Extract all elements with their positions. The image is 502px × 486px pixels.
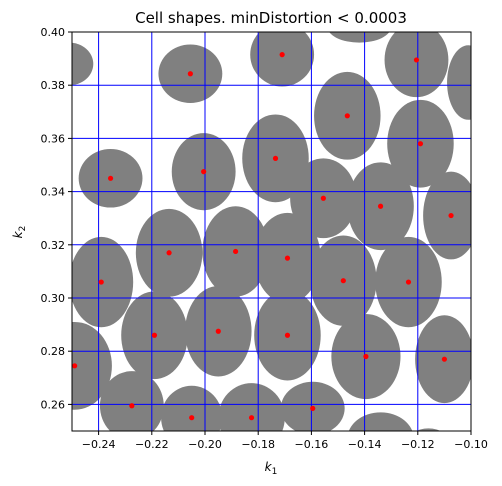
cell-center-point-23 (363, 353, 369, 360)
y-tick-label-7: 0.40 (41, 26, 66, 39)
cell-center-point-27 (189, 415, 195, 421)
cell-shape-2 (250, 32, 315, 87)
cell-center-point-7 (201, 169, 207, 175)
cell-center-point-25 (72, 363, 78, 369)
cell-shape-25 (72, 321, 112, 410)
plot-frame (71, 31, 472, 432)
x-axis-label: k1 (265, 460, 278, 477)
cell-center-point-8 (272, 155, 279, 161)
cell-center-point-18 (340, 278, 346, 284)
y-tick-label-5: 0.36 (41, 132, 66, 145)
cell-center-point-17 (284, 255, 291, 261)
chart-title: Cell shapes. minDistortion < 0.0003 (135, 9, 407, 27)
x-tick-label-0: −0.24 (82, 438, 116, 451)
cell-shape-1 (72, 42, 94, 86)
y-axis-label: k2 (11, 226, 28, 239)
cell-center-point-6 (107, 175, 114, 181)
y-tick-label-3: 0.32 (41, 239, 66, 252)
x-tick-label-4: −0.16 (295, 438, 329, 451)
y-tick-label-1: 0.28 (41, 345, 66, 358)
x-tick-label-6: −0.12 (401, 438, 435, 451)
x-tick-label-5: −0.14 (348, 438, 382, 451)
cell-center-point-26 (129, 403, 135, 409)
cell-shape-5 (447, 45, 471, 120)
cell-center-point-24 (441, 356, 447, 362)
cell-center-point-10 (417, 141, 424, 147)
cell-center-point-20 (151, 332, 158, 338)
x-tick-label-1: −0.22 (135, 438, 169, 451)
cell-center-point-11 (320, 195, 326, 201)
cell-center-point-22 (284, 332, 291, 338)
x-tick-label-2: −0.20 (188, 438, 222, 451)
cell-center-point-19 (405, 279, 412, 285)
y-tick-label-0: 0.26 (41, 398, 66, 411)
grid-layer (72, 32, 471, 431)
y-tick-label-2: 0.30 (41, 292, 66, 305)
cell-shape-27 (161, 385, 223, 431)
x-axis: −0.24 −0.22 −0.20 −0.18 −0.16 −0.14 −0.12 −0.10 (82, 431, 488, 451)
cell-center-point-0 (187, 71, 193, 77)
cell-center-point-15 (166, 250, 172, 256)
cell-shape-13 (423, 171, 471, 260)
cell-center-point-16 (232, 248, 239, 255)
cell-center-point-21 (215, 328, 221, 334)
plot-area (72, 32, 471, 431)
cell-center-point-14 (98, 279, 104, 285)
y-tick-label-6: 0.38 (41, 79, 66, 92)
cell-center-point-12 (377, 203, 384, 209)
x-tick-label-7: −0.10 (454, 438, 488, 451)
cell-center-point-9 (344, 113, 350, 119)
cell-shape-3 (329, 32, 390, 43)
y-tick-label-4: 0.34 (41, 186, 66, 199)
cell-shape-28 (218, 383, 285, 431)
cell-shape-26 (99, 371, 164, 431)
cell-center-point-29 (310, 405, 316, 411)
cell-shape-31 (416, 428, 441, 431)
y-axis: 0.26 0.28 0.30 0.32 0.34 0.36 0.38 0.40 (41, 26, 72, 411)
cell-center-point-13 (448, 212, 454, 219)
cell-shape-4 (384, 32, 449, 98)
cell-center-point-28 (248, 415, 255, 421)
x-tick-label-3: −0.18 (241, 438, 275, 451)
cell-center-point-4 (413, 57, 420, 63)
centers-layer (72, 52, 454, 421)
cell-center-point-2 (279, 52, 285, 58)
